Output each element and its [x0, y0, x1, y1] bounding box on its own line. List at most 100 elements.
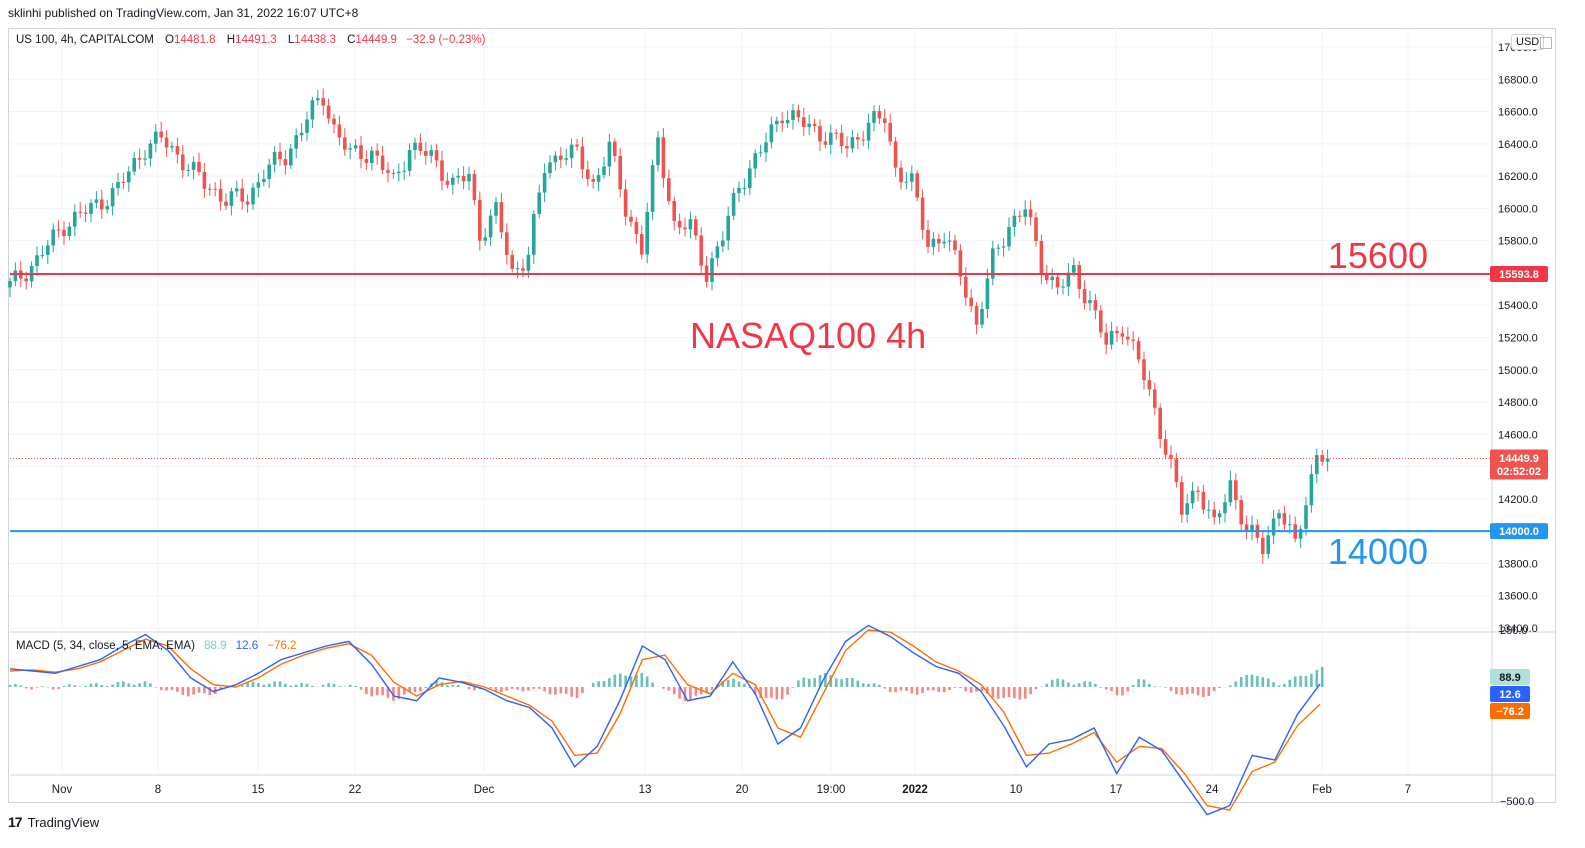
macd-hist-bar: [159, 687, 163, 691]
macd-hist-bar: [726, 680, 730, 687]
candle-body: [656, 137, 660, 166]
macd-hist-bar: [1207, 687, 1211, 696]
current-price-tag-label: 14449.9: [1499, 453, 1539, 465]
candle-body: [996, 247, 1000, 249]
candle-body: [1061, 286, 1065, 288]
candle-body: [197, 161, 201, 172]
candle-body: [1147, 380, 1152, 390]
tradingview-brand[interactable]: TradingView: [27, 814, 100, 830]
close-label: C: [347, 34, 356, 46]
macd-line-tag-bg: [1490, 686, 1530, 702]
macd-hist-bar: [1061, 679, 1065, 687]
macd-hist-bar: [1239, 676, 1243, 687]
macd-hist-bar: [116, 681, 120, 687]
tradingview-logo-icon[interactable]: 17: [8, 814, 23, 830]
macd-hist-bar: [1137, 679, 1140, 687]
candle-body: [964, 276, 968, 298]
macd-hist-bar: [510, 687, 514, 689]
low-label: L: [287, 34, 295, 46]
candle-body: [1099, 310, 1103, 333]
candle-body: [224, 201, 228, 206]
time-tick-label: 19:00: [817, 784, 846, 796]
macd-legend: MACD (5, 34, close, 5, EMA, EMA) 88.9 12…: [16, 640, 296, 652]
macd-hist-bar: [424, 687, 428, 688]
candle-body: [856, 137, 860, 140]
macd-hist-bar: [780, 687, 784, 700]
candle-body: [456, 175, 460, 178]
candle-body: [1104, 332, 1108, 345]
macd-hist-bar: [721, 681, 725, 687]
candle-body: [947, 240, 952, 242]
macd-hist-bar: [456, 685, 460, 687]
macd-hist-bar: [802, 677, 806, 687]
macd-hist-bar: [1121, 687, 1124, 696]
candle-body: [375, 150, 379, 156]
candle-body: [127, 171, 131, 183]
support-price-tag-label: 14000.0: [1499, 526, 1539, 538]
time-tick-label: 10: [1010, 784, 1023, 796]
price-tick-label: 16200.0: [1498, 171, 1538, 183]
macd-hist-bar: [24, 687, 28, 689]
macd-hist-bar: [543, 687, 546, 692]
macd-hist-bar: [899, 687, 903, 691]
macd-hist-bar: [937, 687, 941, 692]
candle-body: [834, 132, 838, 134]
candle-body: [132, 158, 136, 172]
macd-hist-bar: [651, 682, 654, 687]
candle-body: [1039, 241, 1044, 275]
time-tick-label: 13: [639, 784, 652, 796]
macd-hist-bar: [14, 683, 17, 687]
open-value: 14481.8: [174, 34, 216, 46]
candle-body: [872, 111, 876, 123]
candle-body: [1201, 491, 1206, 510]
macd-hist-bar: [170, 687, 174, 691]
currency-button[interactable]: USD: [1511, 34, 1545, 50]
candle-body: [634, 221, 639, 235]
macd-hist-bar: [402, 687, 406, 695]
candle-body: [1309, 474, 1314, 506]
candle-body: [1072, 265, 1076, 273]
candle-body: [904, 181, 909, 183]
expand-icon[interactable]: [1540, 37, 1552, 49]
macd-hist-bar: [732, 678, 735, 687]
candle-body: [726, 215, 730, 241]
candle-body: [737, 187, 741, 194]
macd-hist-bar: [35, 687, 39, 688]
candle-body: [985, 278, 990, 309]
symbol-label[interactable]: US 100, 4h, CAPITALCOM: [16, 34, 154, 46]
candle-body: [1185, 503, 1189, 515]
candle-body: [596, 175, 601, 182]
macd-hist-bar: [494, 687, 498, 692]
published-by-line: sklinhi published on TradingView.com, Ja…: [8, 6, 359, 20]
candle-body: [623, 189, 628, 217]
macd-hist-bar: [959, 687, 962, 689]
candle-body: [467, 174, 471, 182]
current-price-tag-bg: [1490, 449, 1548, 480]
macd-indicator-name[interactable]: MACD (5, 34, close, 5, EMA, EMA): [16, 640, 195, 652]
candle-body: [753, 153, 757, 169]
candle-body: [62, 229, 66, 236]
macd-hist-bar: [1018, 687, 1022, 700]
macd-hist-bar: [1299, 675, 1302, 687]
candle-body: [186, 169, 190, 171]
macd-hist-bar: [1234, 681, 1238, 687]
open-label: O: [165, 34, 174, 46]
candle-body: [742, 187, 747, 189]
macd-hist-bar: [554, 687, 557, 695]
candle-body: [494, 201, 498, 216]
macd-hist-bar: [1094, 683, 1097, 687]
support-price-tag-bg: [1490, 523, 1548, 540]
macd-hist-bar: [759, 687, 762, 699]
candle-body: [83, 212, 88, 214]
candle-body: [116, 181, 120, 189]
macd-hist-bar: [95, 683, 98, 687]
candle-body: [1298, 528, 1303, 539]
macd-hist-tag-bg: [1490, 669, 1530, 685]
price-tick-label: 16800.0: [1498, 74, 1538, 86]
macd-hist-bar: [737, 681, 741, 687]
candle-body: [980, 308, 984, 325]
candle-body: [326, 105, 331, 119]
macd-hist-bar: [51, 687, 55, 690]
macd-hist-bar: [591, 682, 595, 687]
